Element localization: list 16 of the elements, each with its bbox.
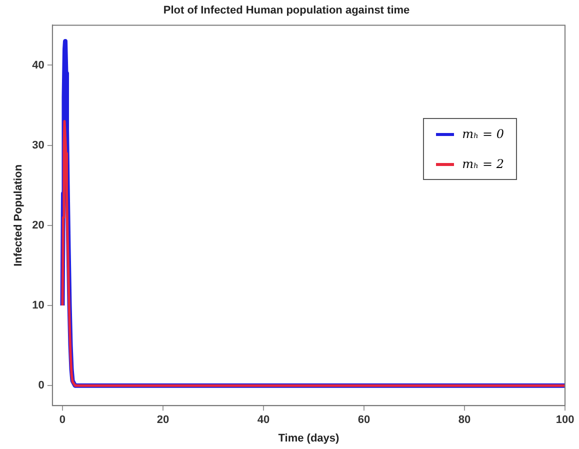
y-tick-label: 0 bbox=[38, 380, 44, 392]
x-tick-label: 60 bbox=[358, 414, 370, 426]
x-tick-label: 40 bbox=[257, 414, 270, 426]
chart-title: Plot of Infected Human population against time bbox=[163, 4, 410, 17]
y-tick-label: 10 bbox=[32, 300, 44, 312]
y-tick-label: 40 bbox=[32, 59, 44, 72]
y-tick-label: 30 bbox=[32, 139, 44, 152]
x-axis-title: Time (days) bbox=[278, 432, 340, 444]
legend-label: mₕ = 2 bbox=[462, 157, 504, 171]
x-tick-label: 20 bbox=[156, 414, 170, 426]
y-axis-title: Infected Population bbox=[12, 164, 25, 266]
legend-label: mₕ = 0 bbox=[462, 127, 504, 141]
y-tick-label: 20 bbox=[32, 219, 44, 232]
x-tick-label: 0 bbox=[59, 414, 66, 426]
x-tick-label: 80 bbox=[458, 414, 471, 426]
x-tick-label: 100 bbox=[556, 414, 574, 426]
